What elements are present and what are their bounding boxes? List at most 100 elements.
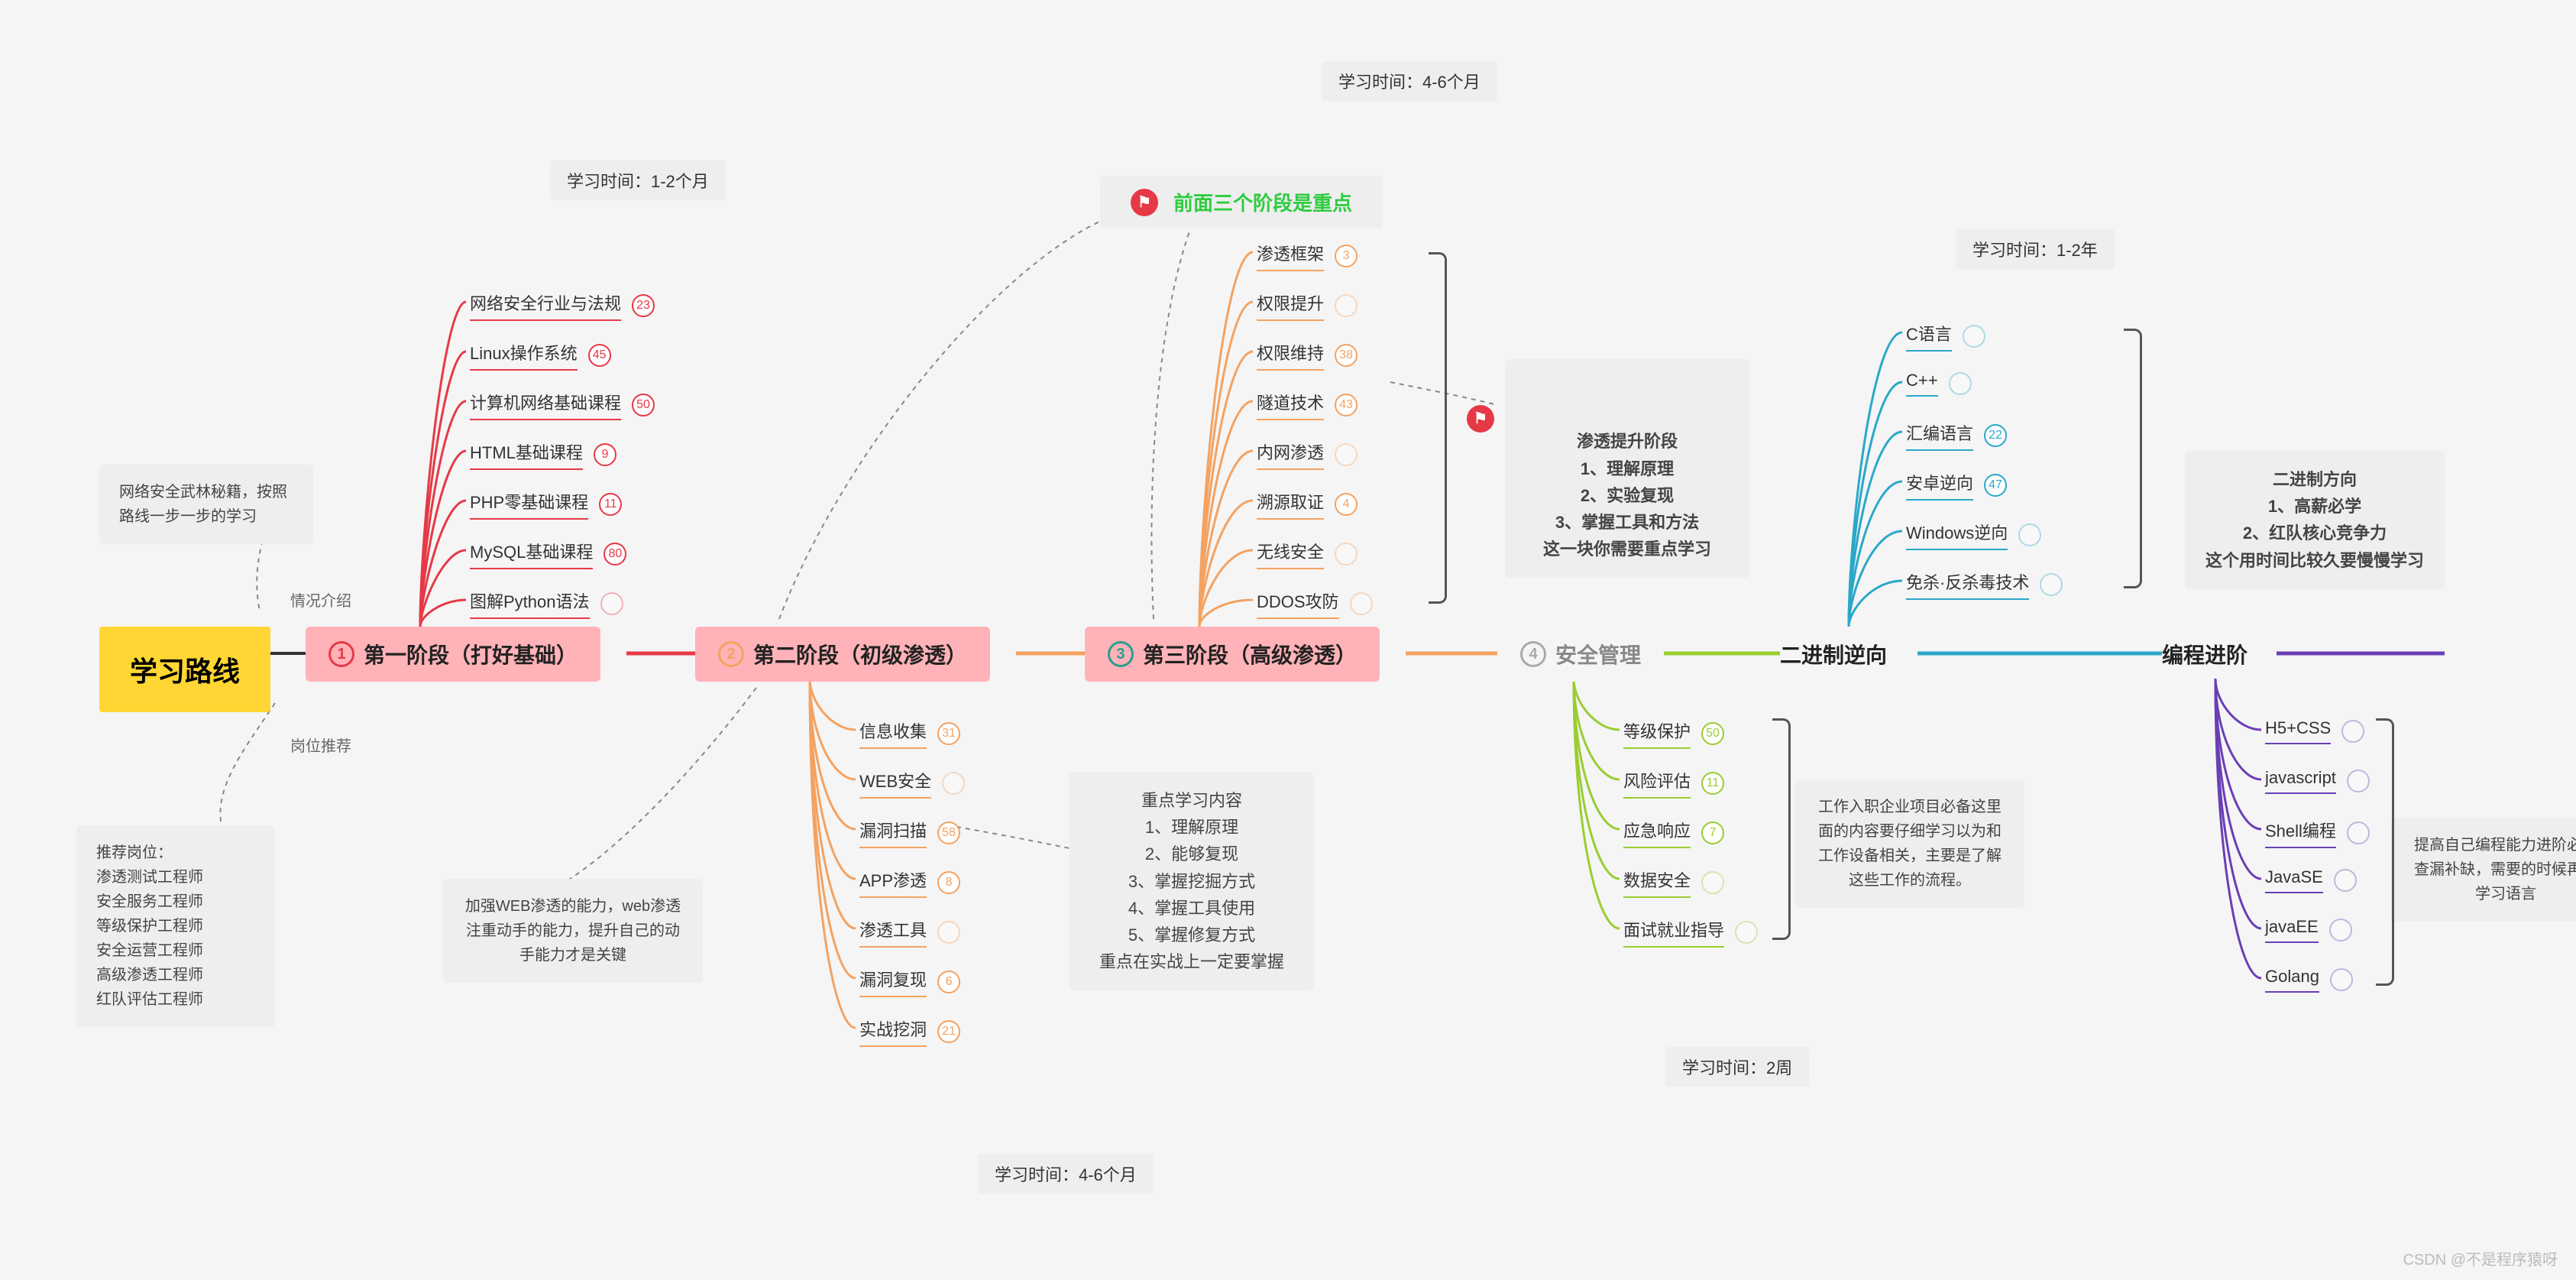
count-badge: 80 [604,543,626,565]
count-badge: 11 [599,493,622,516]
leaf-label: 漏洞扫描 [859,818,927,848]
count-badge [600,592,623,615]
stage-s2[interactable]: 2第二阶段（初级渗透） [695,627,990,682]
leaf-item[interactable]: H5+CSS [2265,718,2364,744]
leaf-item[interactable]: 信息收集31 [859,718,960,749]
leaf-label: 渗透框架 [1257,241,1324,271]
leaf-item[interactable]: 免杀·反杀毒技术 [1906,569,2063,600]
count-badge [2347,821,2370,844]
leaf-item[interactable]: JavaSE [2265,867,2357,893]
jobs-label: 岗位推荐 [290,734,351,756]
leaf-item[interactable]: Linux操作系统45 [470,340,611,371]
count-badge: 9 [594,443,616,466]
count-badge: 58 [937,821,960,844]
leaf-item[interactable]: 漏洞复现 6 [859,967,960,997]
leaf-item[interactable]: 安卓逆向47 [1906,470,2007,501]
bracket-s5 [2124,329,2142,588]
leaf-label: 图解Python语法 [470,588,590,619]
leaf-item[interactable]: 网络安全行业与法规 23 [470,290,655,321]
count-badge [1335,543,1358,565]
leaf-item[interactable]: 面试就业指导 [1623,917,1758,948]
count-badge [2341,720,2364,743]
leaf-item[interactable]: 应急响应7 [1623,818,1724,848]
leaf-label: PHP零基础课程 [470,489,588,520]
leaf-label: 溯源取证 [1257,489,1324,520]
leaf-item[interactable]: PHP零基础课程 11 [470,489,622,520]
leaf-item[interactable]: WEB安全 [859,768,965,799]
leaf-label: 等级保护 [1623,718,1691,749]
stage-label: 安全管理 [1555,639,1641,669]
count-badge: 50 [632,394,655,416]
leaf-item[interactable]: 实战挖洞21 [859,1016,960,1047]
leaf-item[interactable]: 汇编语言22 [1906,420,2007,451]
count-badge [2334,869,2357,892]
leaf-item[interactable]: 图解Python语法 [470,588,623,619]
leaf-label: Shell编程 [2265,818,2336,848]
note-jobs: 推荐岗位： 渗透测试工程师 安全服务工程师 等级保护工程师 安全运营工程师 高级… [76,825,275,1027]
count-badge [1335,443,1358,466]
leaf-item[interactable]: 渗透工具 [859,917,960,948]
leaf-label: 无线安全 [1257,539,1324,569]
note-s6: 提高自己编程能力进阶必备 查漏补缺，需要的时候再去学习语言 [2391,818,2576,922]
leaf-label: 网络安全行业与法规 [470,290,621,321]
leaf-item[interactable]: javaEE [2265,917,2352,943]
count-badge [2330,968,2353,991]
leaf-item[interactable]: Shell编程 [2265,818,2370,848]
count-badge [1335,294,1358,317]
leaf-item[interactable]: javascript [2265,768,2370,794]
leaf-item[interactable]: Windows逆向 [1906,520,2041,550]
leaf-item[interactable]: Golang [2265,967,2353,993]
leaf-label: Linux操作系统 [470,340,578,371]
leaf-label: 计算机网络基础课程 [470,390,621,420]
leaf-item[interactable]: MySQL基础课程80 [470,539,626,569]
intro-label: 情况介绍 [290,588,351,611]
leaf-item[interactable]: C++ [1906,371,1972,397]
count-badge: 43 [1335,394,1358,416]
leaf-item[interactable]: HTML基础课程9 [470,439,616,470]
stage-s5[interactable]: 二进制逆向 [1780,631,1887,677]
stage-label: 第三阶段（高级渗透） [1143,639,1357,669]
leaf-item[interactable]: APP渗透8 [859,867,960,898]
stage-s3[interactable]: 3第三阶段（高级渗透） [1085,627,1380,682]
leaf-item[interactable]: 权限维持38 [1257,340,1358,371]
leaf-item[interactable]: C语言 [1906,321,1985,352]
time-stage3: 学习时间：4-6个月 [1322,61,1497,101]
time-stage1: 学习时间：1-2个月 [550,160,726,200]
leaf-label: 漏洞复现 [859,967,927,997]
count-badge: 23 [632,294,655,317]
leaf-item[interactable]: DDOS攻防 [1257,588,1373,619]
stage-label: 第二阶段（初级渗透） [753,639,967,669]
leaf-item[interactable]: 内网渗透 [1257,439,1358,470]
count-badge: 38 [1335,344,1358,367]
note-s3-highlight: ⚑ 前面三个阶段是重点 [1100,176,1383,228]
leaf-label: JavaSE [2265,867,2323,893]
leaf-item[interactable]: 数据安全 [1623,867,1724,898]
bracket-s6 [2376,718,2394,986]
bracket-s3 [1429,252,1447,604]
note-s4: 工作入职企业项目必备这里面的内容要仔细学习以为和工作设备相关，主要是了解这些工作… [1795,779,2024,908]
count-badge [1735,921,1758,944]
leaf-item[interactable]: 权限提升 [1257,290,1358,321]
leaf-item[interactable]: 漏洞扫描 58 [859,818,960,848]
leaf-label: 实战挖洞 [859,1016,927,1047]
leaf-item[interactable]: 风险评估11 [1623,768,1724,799]
stage-s1[interactable]: 1第一阶段（打好基础） [306,627,600,682]
stage-num-icon: 4 [1520,641,1546,667]
highlight-text: 前面三个阶段是重点 [1173,188,1352,216]
leaf-item[interactable]: 等级保护50 [1623,718,1724,749]
count-badge: 8 [937,871,960,894]
count-badge: 6 [937,971,960,993]
count-badge: 47 [1984,474,2007,497]
leaf-label: Golang [2265,967,2319,993]
leaf-item[interactable]: 渗透框架3 [1257,241,1358,271]
time-stage2: 学习时间：4-6个月 [978,1154,1154,1194]
stage-s6[interactable]: 编程进阶 [2162,631,2248,677]
leaf-label: Windows逆向 [1906,520,2008,550]
root-node[interactable]: 学习路线 [99,627,270,712]
stage-s4[interactable]: 4 安全管理 [1497,627,1664,682]
leaf-item[interactable]: 计算机网络基础课程 50 [470,390,655,420]
leaf-item[interactable]: 隧道技术43 [1257,390,1358,420]
leaf-item[interactable]: 溯源取证4 [1257,489,1358,520]
leaf-item[interactable]: 无线安全 [1257,539,1358,569]
leaf-label: 应急响应 [1623,818,1691,848]
